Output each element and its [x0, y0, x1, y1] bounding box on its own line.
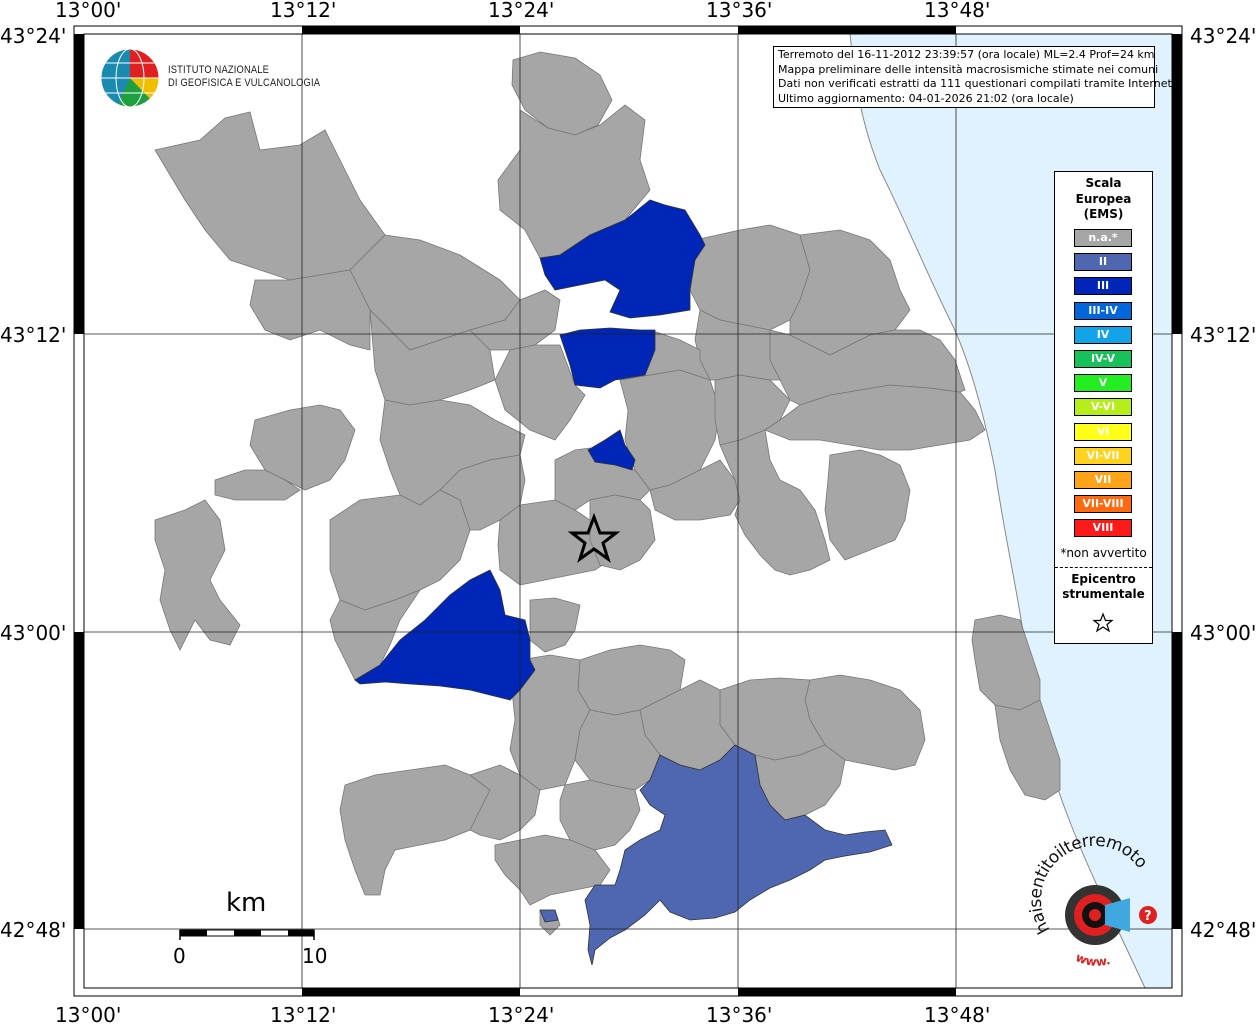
municipality — [339, 764, 491, 896]
institute-name: ISTITUTO NAZIONALE DI GEOFISICA E VULCAN… — [168, 64, 320, 90]
event-info-line4: Ultimo aggiornamento: 04-01-2026 21:02 (… — [778, 91, 1074, 105]
municipality — [214, 469, 301, 501]
event-info-line1: Terremoto del 16-11-2012 23:39:57 (ora l… — [778, 48, 1155, 61]
lat-label-left-3: 42°48' — [0, 918, 66, 942]
legend-title-line2: Europea — [1075, 191, 1132, 206]
municipalities-intensity-III — [354, 199, 706, 701]
municipality-II — [539, 909, 559, 923]
legend-swatch: VI — [1074, 422, 1132, 441]
legend-epicenter-line2: strumentale — [1062, 587, 1145, 601]
lat-label-left-2: 43°00' — [0, 621, 66, 645]
map-border-bars — [74, 26, 1182, 996]
legend-swatch: n.a.* — [1074, 229, 1132, 247]
municipality-III — [559, 327, 656, 389]
map-frame — [83, 33, 1173, 989]
municipality — [509, 654, 591, 791]
municipality — [494, 344, 586, 441]
municipality — [719, 429, 831, 576]
coastline — [849, 33, 1146, 989]
municipality — [529, 597, 581, 653]
scale-bar — [179, 929, 315, 940]
municipality — [154, 111, 386, 281]
legend-swatch: VI-VII — [1074, 446, 1132, 465]
municipality — [574, 709, 661, 791]
lon-label-bottom-4: 13°48' — [924, 1003, 990, 1024]
lat-label-right-0: 43°24' — [1190, 24, 1256, 48]
svg-text:www.: www. — [1074, 950, 1112, 969]
municipality — [494, 834, 611, 906]
municipality — [511, 51, 613, 136]
legend-star-icon — [1092, 612, 1114, 633]
graticule — [84, 34, 1172, 988]
municipality-II — [584, 744, 893, 966]
intensity-legend: Scala Europea (EMS) n.a.* II III III-IV IV IV… — [1054, 171, 1153, 644]
municipality — [249, 404, 356, 491]
legend-swatch: III-IV — [1074, 301, 1132, 320]
lon-label-top-3: 13°36' — [706, 0, 772, 22]
legend-swatch: VII — [1074, 471, 1132, 489]
municipality — [559, 779, 641, 851]
legend-swatch: IV-V — [1074, 350, 1132, 368]
municipality — [469, 764, 541, 841]
legend-swatch: V-VI — [1074, 398, 1132, 417]
institute-name-line2: DI GEOFISICA E VULCANOLOGIA — [168, 77, 321, 89]
legend-swatch: VIII — [1074, 519, 1132, 538]
scale-start-label: 0 — [173, 944, 186, 968]
ingv-logo-icon — [100, 48, 160, 108]
lon-label-bottom-2: 13°24' — [488, 1003, 554, 1024]
municipality — [824, 449, 911, 561]
legend-title-line3: (EMS) — [1083, 207, 1124, 221]
lon-label-top-2: 13°24' — [488, 0, 554, 22]
legend-note: *non avvertito — [1060, 546, 1147, 560]
scale-end-label: 10 — [302, 944, 328, 968]
event-info-box: Terremoto del 16-11-2012 23:39:57 (ora l… — [773, 46, 1176, 108]
lon-label-bottom-3: 13°36' — [706, 1003, 772, 1024]
lat-label-left-0: 43°24' — [0, 24, 66, 48]
legend-title-line1: Scala — [1085, 176, 1122, 190]
lon-label-bottom-1: 13°12' — [270, 1003, 336, 1024]
municipality — [994, 699, 1061, 801]
municipality-III — [354, 569, 536, 701]
lon-label-top-4: 13°48' — [924, 0, 990, 22]
municipalities-not-felt — [154, 51, 1061, 936]
lon-label-bottom-0: 13°00' — [55, 1003, 121, 1024]
institute-name-line1: ISTITUTO NAZIONALE — [168, 64, 270, 76]
municipality — [249, 269, 371, 351]
lat-label-right-2: 43°00' — [1190, 621, 1256, 645]
epicenter-star — [567, 512, 621, 563]
legend-swatch: VII-VIII — [1074, 495, 1132, 514]
municipality-III — [539, 199, 706, 319]
legend-swatch: II — [1074, 253, 1132, 272]
municipality — [154, 499, 241, 651]
municipality — [329, 589, 422, 681]
legend-epicenter-line1: Epicentro — [1071, 572, 1136, 586]
event-info-line3: Dati non verificati estratti da 111 ques… — [778, 77, 1176, 90]
event-info-line2: Mappa preliminare delle intensità macros… — [778, 62, 1159, 76]
legend-swatch: IV — [1074, 325, 1132, 344]
legend-swatch: III — [1074, 277, 1132, 296]
lat-label-right-1: 43°12' — [1190, 323, 1256, 347]
legend-epicenter-label: Epicentro strumentale — [1055, 572, 1152, 602]
municipality — [329, 489, 471, 611]
municipality — [769, 329, 966, 406]
municipalities-intensity-II — [539, 744, 893, 966]
lat-label-left-1: 43°12' — [0, 323, 66, 347]
lon-label-top-0: 13°00' — [55, 0, 121, 22]
badge-url-text: www. — [1074, 950, 1112, 969]
legend-separator — [1055, 567, 1152, 568]
lat-label-right-3: 42°48' — [1190, 918, 1256, 942]
scale-unit: km — [226, 888, 267, 918]
municipality — [554, 447, 651, 511]
municipality — [469, 289, 561, 351]
lon-label-top-1: 13°12' — [270, 0, 336, 22]
legend-swatch: V — [1074, 374, 1132, 393]
municipality-III — [587, 429, 636, 471]
legend-title: Scala Europea (EMS) — [1055, 176, 1152, 223]
svg-text:?: ? — [1144, 909, 1152, 924]
